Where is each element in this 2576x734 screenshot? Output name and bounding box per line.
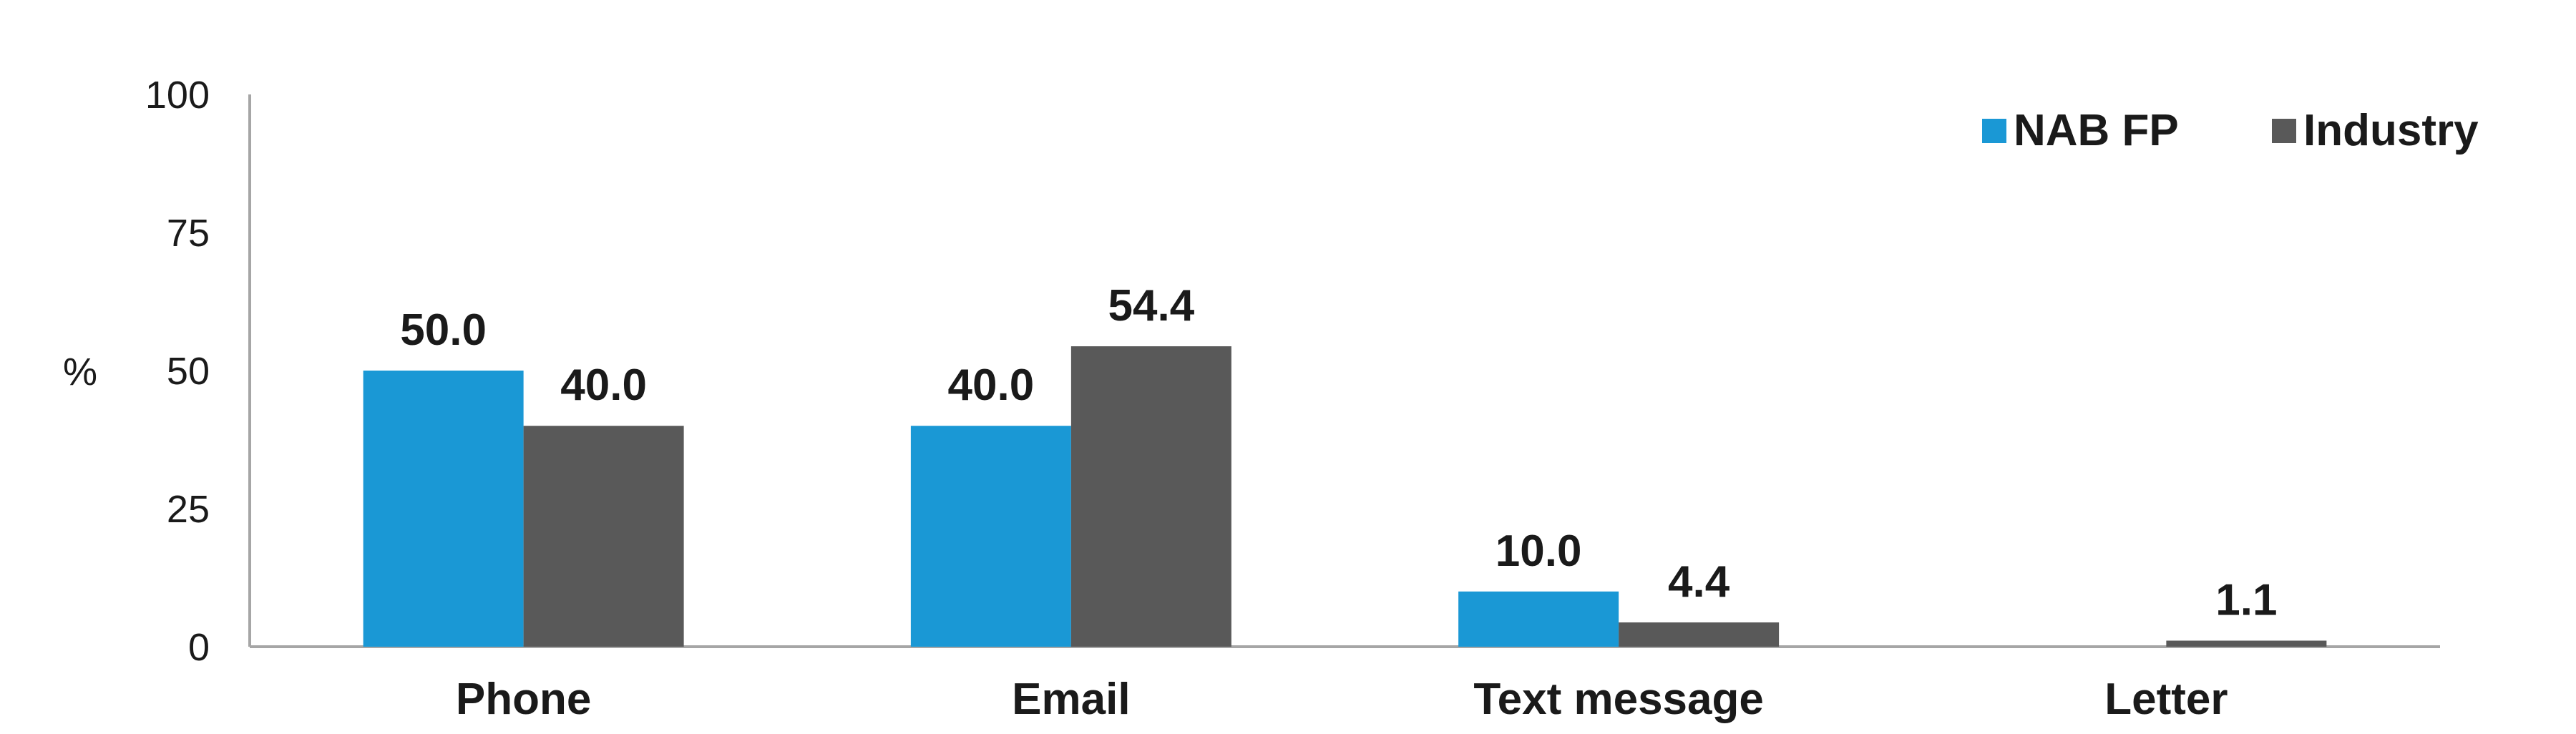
bar-industry [1619, 622, 1780, 647]
bar-industry [1070, 346, 1231, 647]
bar-nab-fp [363, 371, 524, 647]
legend: NAB FP Industry [1982, 106, 2479, 155]
data-label: 40.0 [560, 361, 647, 410]
legend-swatch [2272, 119, 2296, 143]
y-axis-label: % [63, 351, 97, 393]
bar-industry [2166, 640, 2327, 647]
y-tick-label: 25 [167, 488, 210, 531]
y-tick-label: 0 [188, 626, 210, 669]
data-label: 1.1 [2215, 576, 2277, 625]
x-category-label: Phone [456, 675, 591, 724]
x-category-label: Email [1012, 675, 1130, 724]
data-label: 4.4 [1668, 557, 1730, 607]
x-category-label: Letter [2104, 675, 2228, 724]
y-tick-label: 100 [145, 74, 210, 117]
data-label: 50.0 [400, 305, 487, 355]
bar-nab-fp [910, 426, 1071, 647]
data-label: 54.4 [1108, 281, 1195, 331]
axes: 0 25 50 75 100% Phone Email Text message Letter [63, 74, 2440, 724]
legend-label: NAB FP [2014, 106, 2179, 155]
data-labels: 50.0 40.0 40.0 54.4 10.0 4.4 1.1 [400, 281, 2277, 625]
data-label: 10.0 [1496, 527, 1582, 576]
bar-nab-fp [1458, 591, 1619, 647]
legend-swatch [1982, 119, 2006, 143]
x-category-label: Text message [1473, 675, 1764, 724]
bars [363, 346, 2327, 647]
bar-industry [523, 426, 684, 647]
y-tick-label: 75 [167, 212, 210, 255]
y-tick-label: 50 [167, 350, 210, 393]
legend-label: Industry [2303, 106, 2479, 155]
data-label: 40.0 [948, 361, 1035, 410]
